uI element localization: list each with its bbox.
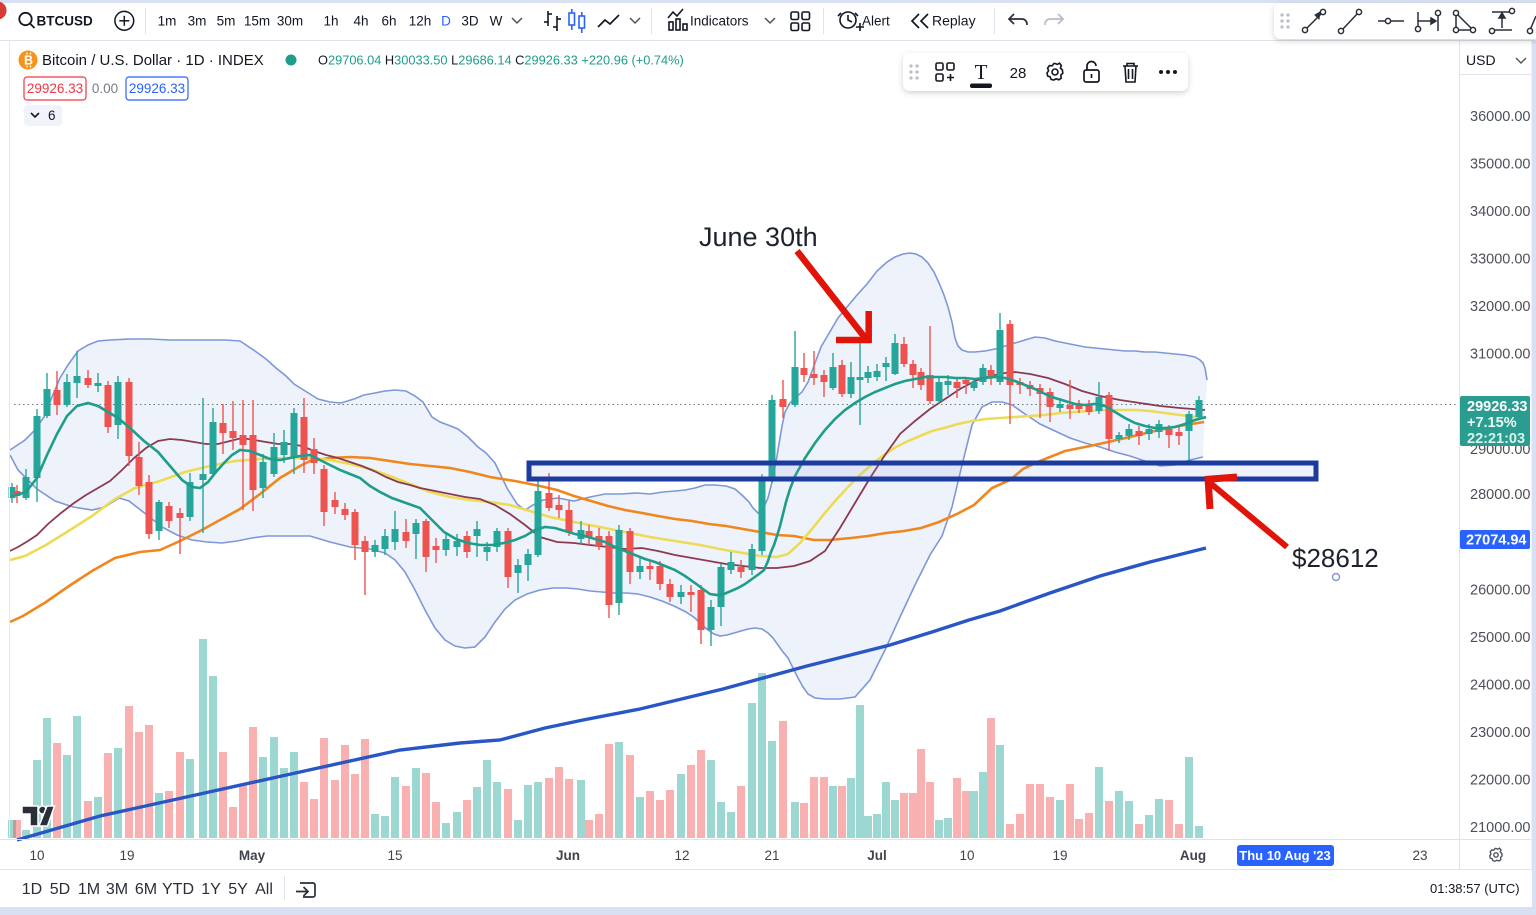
svg-text:Jun: Jun <box>556 848 580 863</box>
svg-text:1m: 1m <box>158 14 177 29</box>
svg-text:27074.94: 27074.94 <box>1466 533 1526 549</box>
svg-text:28: 28 <box>1010 65 1027 82</box>
svg-text:Alert: Alert <box>862 14 890 29</box>
svg-text:6M: 6M <box>135 881 157 898</box>
svg-text:29926.33: 29926.33 <box>27 81 83 96</box>
svg-text:June 30th: June 30th <box>699 222 818 252</box>
svg-text:32000.00: 32000.00 <box>1470 299 1530 315</box>
svg-text:36000.00: 36000.00 <box>1470 109 1530 125</box>
svg-text:28000.00: 28000.00 <box>1470 487 1530 503</box>
svg-text:+7.15%: +7.15% <box>1467 415 1517 431</box>
svg-text:15m: 15m <box>244 14 270 29</box>
svg-text:Indicators: Indicators <box>690 14 749 29</box>
svg-text:1h: 1h <box>323 14 338 29</box>
svg-text:01:38:57 (UTC): 01:38:57 (UTC) <box>1430 881 1520 896</box>
svg-text:Jul: Jul <box>867 848 887 863</box>
svg-text:0.00: 0.00 <box>92 81 118 96</box>
svg-text:$28612: $28612 <box>1292 543 1379 573</box>
svg-text:3M: 3M <box>106 881 128 898</box>
svg-text:31000.00: 31000.00 <box>1470 347 1530 363</box>
svg-text:W: W <box>490 14 503 29</box>
svg-text:3D: 3D <box>461 14 479 29</box>
svg-text:10: 10 <box>959 848 974 863</box>
svg-text:USD: USD <box>1466 52 1496 68</box>
svg-text:15: 15 <box>387 848 402 863</box>
svg-text:19: 19 <box>119 848 134 863</box>
svg-text:1Y: 1Y <box>201 881 221 898</box>
svg-text:T: T <box>975 60 988 84</box>
svg-text:5Y: 5Y <box>228 881 248 898</box>
svg-text:33000.00: 33000.00 <box>1470 252 1530 268</box>
svg-text:5m: 5m <box>217 14 236 29</box>
svg-text:29926.33: 29926.33 <box>1467 399 1527 415</box>
svg-text:O29706.04 H30033.50 L29686.14: O29706.04 H30033.50 L29686.14 C29926.33 … <box>318 53 684 68</box>
svg-text:BTCUSD: BTCUSD <box>37 14 93 29</box>
svg-text:B: B <box>24 54 33 68</box>
svg-text:YTD: YTD <box>162 881 194 898</box>
svg-text:34000.00: 34000.00 <box>1470 204 1530 220</box>
svg-text:35000.00: 35000.00 <box>1470 157 1530 173</box>
svg-text:30m: 30m <box>277 14 303 29</box>
svg-text:Aug: Aug <box>1180 848 1206 863</box>
svg-text:12: 12 <box>674 848 689 863</box>
svg-text:Thu 10 Aug '23: Thu 10 Aug '23 <box>1239 848 1330 863</box>
svg-text:24000.00: 24000.00 <box>1470 678 1530 694</box>
svg-text:25000.00: 25000.00 <box>1470 630 1530 646</box>
svg-text:Replay: Replay <box>932 13 976 29</box>
svg-text:22000.00: 22000.00 <box>1470 773 1530 789</box>
svg-text:10: 10 <box>29 848 44 863</box>
svg-text:1D: 1D <box>22 881 42 898</box>
svg-text:1M: 1M <box>78 881 100 898</box>
svg-text:23000.00: 23000.00 <box>1470 725 1530 741</box>
svg-text:May: May <box>239 848 266 863</box>
svg-text:22:21:03: 22:21:03 <box>1467 431 1525 447</box>
svg-text:12h: 12h <box>409 14 432 29</box>
svg-text:21: 21 <box>764 848 779 863</box>
svg-text:3m: 3m <box>188 14 207 29</box>
svg-text:6: 6 <box>48 108 56 123</box>
svg-text:4h: 4h <box>353 14 368 29</box>
svg-text:21000.00: 21000.00 <box>1470 820 1530 836</box>
svg-text:23: 23 <box>1412 848 1427 863</box>
svg-text:All: All <box>255 881 273 898</box>
svg-text:Bitcoin / U.S. Dollar · 1D · I: Bitcoin / U.S. Dollar · 1D · INDEX <box>42 52 264 69</box>
svg-text:D: D <box>441 14 451 29</box>
svg-text:19: 19 <box>1052 848 1067 863</box>
svg-text:29926.33: 29926.33 <box>129 81 185 96</box>
svg-text:6h: 6h <box>381 14 396 29</box>
svg-text:5D: 5D <box>50 881 70 898</box>
svg-text:26000.00: 26000.00 <box>1470 583 1530 599</box>
